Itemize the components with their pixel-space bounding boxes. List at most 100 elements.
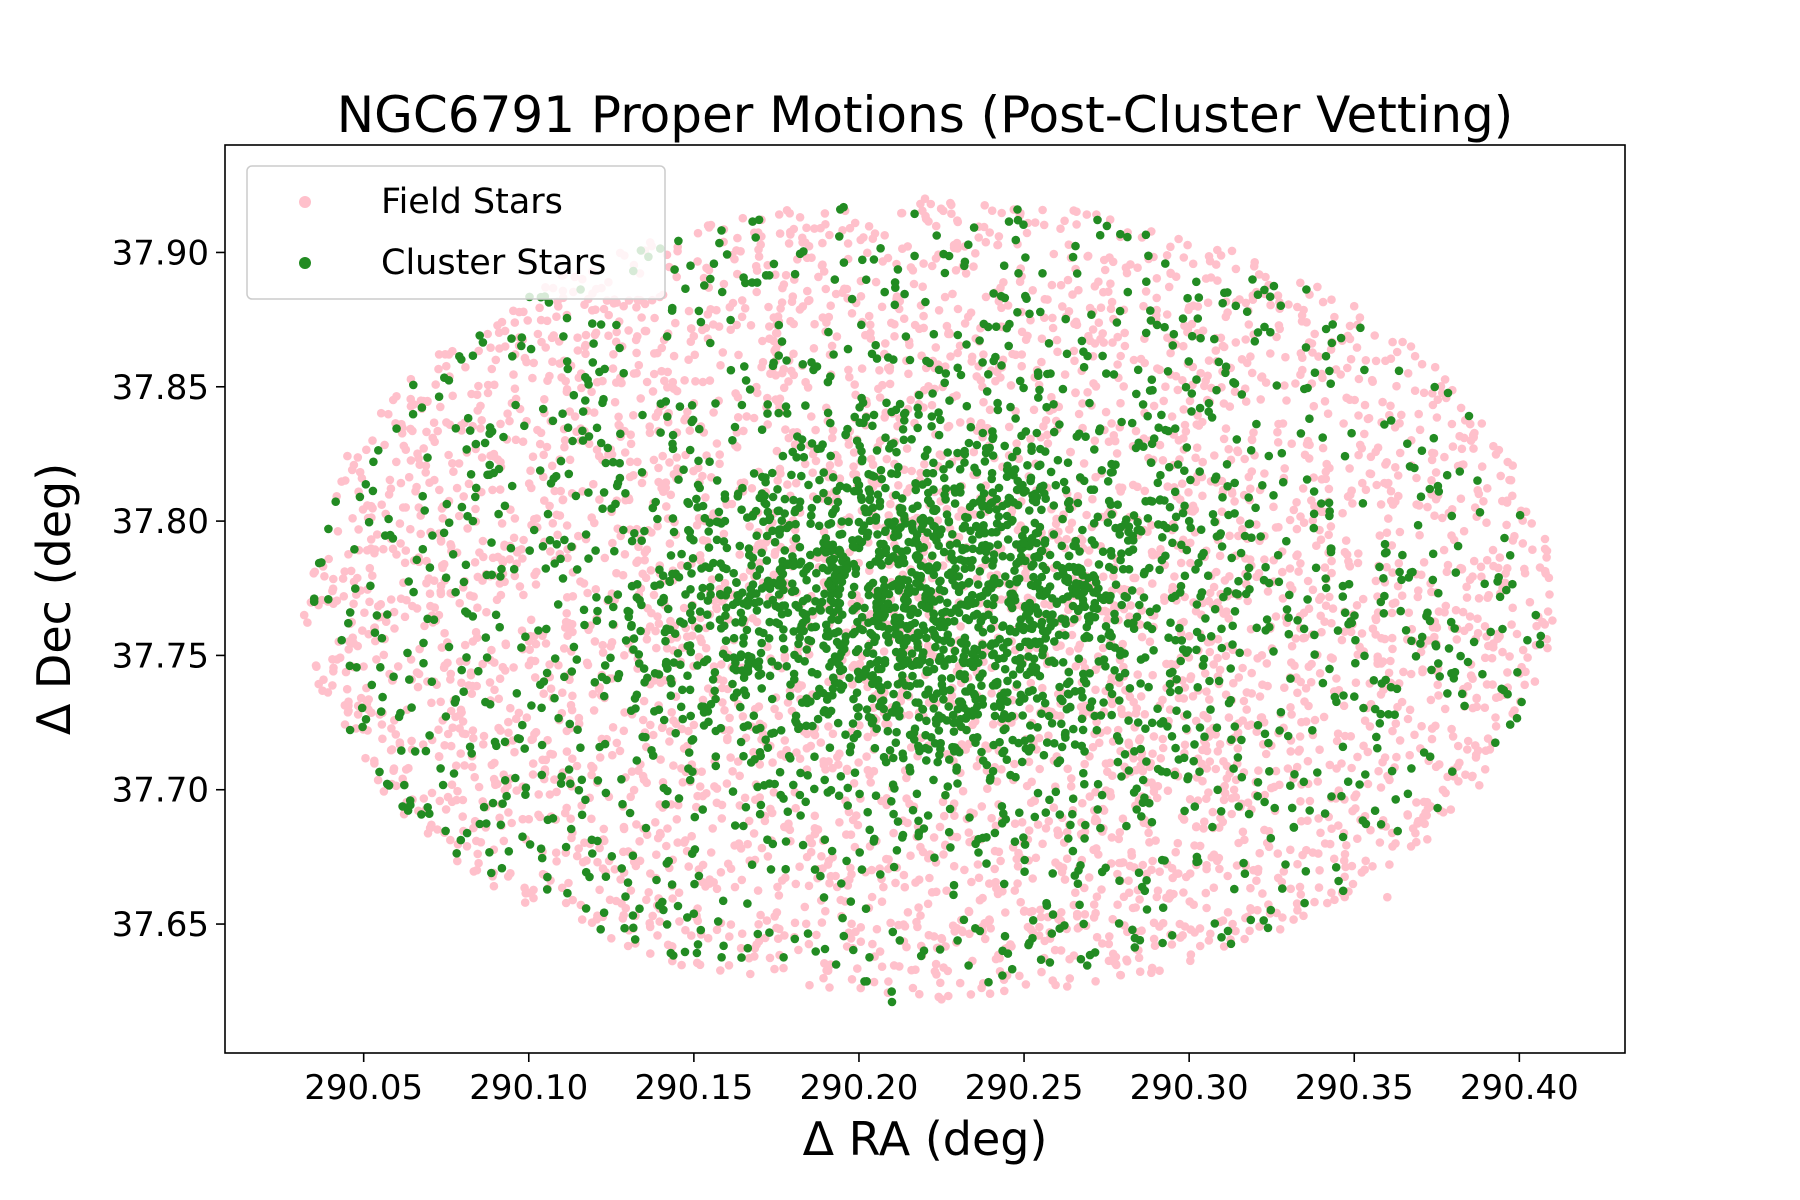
field-star-point [448, 346, 457, 356]
field-star-point [779, 280, 789, 289]
field-star-point [1289, 505, 1299, 515]
field-star-point [775, 229, 785, 238]
field-star-point [1281, 352, 1290, 362]
cluster-star-point [497, 564, 506, 574]
field-star-point [426, 601, 435, 611]
field-star-point [1360, 716, 1370, 725]
field-star-point [862, 752, 871, 761]
field-star-point [505, 416, 514, 426]
field-star-point [1126, 601, 1135, 610]
field-star-point [979, 350, 988, 359]
cluster-star-point [819, 488, 828, 498]
field-star-point [960, 319, 970, 328]
field-star-point [378, 734, 387, 744]
field-star-point [472, 390, 482, 400]
field-star-point [831, 871, 840, 881]
field-star-point [1212, 567, 1221, 577]
field-star-point [827, 433, 837, 443]
field-star-point [638, 569, 647, 579]
cluster-star-point [1006, 552, 1015, 562]
field-star-point [455, 657, 465, 666]
field-star-point [937, 934, 947, 944]
field-star-point [960, 865, 969, 875]
field-star-point [1496, 471, 1505, 481]
field-star-point [751, 795, 760, 804]
field-star-point [1405, 705, 1415, 715]
field-star-point [1337, 635, 1347, 645]
field-star-point [920, 194, 930, 203]
field-star-point [373, 775, 383, 785]
field-star-point [1398, 337, 1407, 347]
field-star-point [1354, 411, 1363, 420]
field-star-point [1071, 662, 1081, 671]
cluster-star-point [1331, 863, 1341, 872]
field-star-point [1092, 932, 1102, 942]
field-star-point [1548, 616, 1557, 625]
cluster-star-point [1407, 636, 1416, 646]
field-star-point [931, 959, 941, 969]
field-star-point [803, 286, 812, 296]
field-star-point [1332, 674, 1341, 683]
field-star-point [626, 439, 636, 449]
field-star-point [1024, 826, 1034, 835]
field-star-point [489, 881, 499, 891]
field-star-point [494, 694, 504, 704]
field-star-point [1468, 430, 1478, 440]
field-star-point [1156, 544, 1165, 554]
field-star-point [918, 206, 927, 216]
field-star-point [970, 510, 979, 519]
field-star-point [828, 763, 837, 773]
field-star-point [608, 364, 618, 373]
cluster-star-point [623, 878, 633, 887]
field-star-point [435, 485, 444, 495]
field-star-point [1477, 462, 1487, 471]
field-star-point [842, 764, 852, 774]
field-star-point [730, 841, 739, 850]
field-star-point [524, 660, 534, 670]
field-star-point [1245, 926, 1254, 936]
field-star-point [1135, 967, 1145, 976]
field-star-point [652, 643, 661, 653]
field-star-point [1292, 524, 1302, 534]
field-star-point [444, 450, 453, 460]
cluster-star-point [1169, 329, 1179, 339]
field-star-point [1480, 653, 1490, 663]
cluster-star-point [685, 445, 695, 455]
field-star-point [675, 917, 684, 926]
field-star-point [1358, 478, 1367, 488]
field-star-point [1518, 539, 1528, 548]
field-star-point [550, 775, 559, 784]
field-star-point [1273, 873, 1283, 883]
field-star-point [769, 570, 779, 580]
cluster-star-point [517, 341, 526, 351]
field-star-point [1303, 576, 1313, 586]
field-star-point [1223, 871, 1232, 881]
cluster-star-point [1192, 600, 1202, 609]
cluster-star-point [690, 812, 700, 822]
cluster-star-point [678, 714, 688, 724]
field-star-point [1481, 746, 1491, 755]
field-star-point [1052, 335, 1062, 345]
field-star-point [1318, 443, 1328, 453]
field-star-point [952, 238, 962, 248]
cluster-star-point [908, 805, 918, 815]
cluster-star-point [757, 684, 766, 693]
field-star-point [1243, 596, 1252, 606]
field-star-point [894, 481, 903, 490]
field-star-point [473, 572, 483, 582]
field-star-point [642, 830, 652, 839]
field-star-point [1246, 904, 1255, 913]
field-star-point [1453, 741, 1463, 751]
field-star-point [1431, 468, 1441, 477]
field-star-point [518, 814, 527, 824]
field-star-point [850, 380, 859, 389]
cluster-star-point [930, 853, 939, 862]
field-star-point [1204, 788, 1213, 797]
cluster-star-point [636, 626, 645, 636]
field-star-point [1285, 515, 1295, 525]
field-star-point [528, 373, 537, 383]
field-star-point [805, 834, 814, 843]
field-star-point [1111, 959, 1121, 969]
field-star-point [1198, 457, 1207, 467]
field-star-point [523, 316, 532, 325]
